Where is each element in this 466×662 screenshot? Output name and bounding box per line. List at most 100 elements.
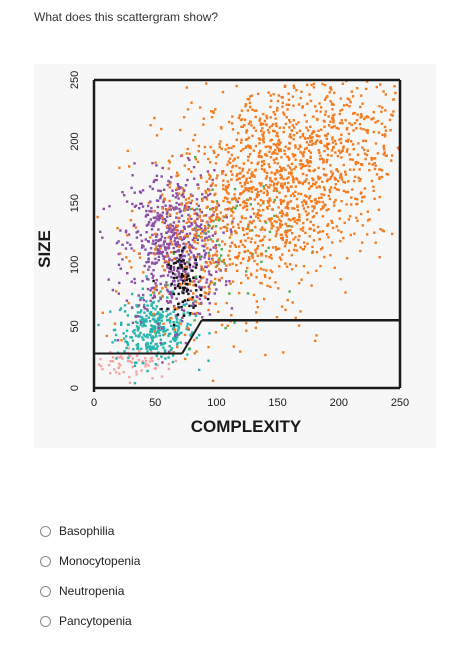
radio-button[interactable] [40, 615, 51, 627]
scatter-point [159, 238, 162, 242]
scatter-point [173, 328, 177, 331]
scatter-point [211, 225, 215, 228]
scatter-point [293, 194, 296, 198]
scatter-point [236, 255, 239, 259]
scatter-point [219, 269, 222, 272]
scatter-point [151, 325, 154, 328]
scatter-point [176, 307, 179, 310]
scatter-point [169, 320, 172, 323]
scatter-point [338, 209, 342, 212]
scatter-point [330, 149, 334, 152]
scatter-point [184, 274, 187, 277]
scatter-point [174, 334, 177, 337]
scatter-point [180, 331, 183, 334]
scatter-point [185, 302, 188, 306]
option-monocytopenia[interactable]: Monocytopenia [40, 546, 140, 576]
scatter-point [230, 233, 233, 236]
scatter-point [185, 86, 188, 89]
scatter-point [302, 222, 305, 225]
scatter-point [250, 187, 253, 191]
scatter-point [127, 301, 130, 305]
scatter-point [161, 216, 164, 219]
scatter-point [214, 184, 217, 187]
scatter-point [169, 214, 172, 217]
scatter-point [254, 188, 257, 191]
scatter-point [276, 152, 279, 155]
scatter-point [199, 174, 202, 177]
scatter-point [156, 214, 159, 218]
scatter-point [139, 323, 142, 326]
scatter-point [191, 296, 194, 299]
scatter-point [178, 232, 181, 235]
scatter-point [245, 321, 248, 325]
scatter-point [125, 335, 128, 338]
scatter-point [284, 233, 288, 236]
radio-button[interactable] [40, 525, 51, 537]
scatter-point [241, 169, 244, 172]
scatter-point [119, 229, 122, 232]
scatter-point [237, 132, 240, 135]
scatter-point [184, 270, 187, 273]
scatter-point [142, 317, 145, 321]
option-label: Monocytopenia [59, 554, 141, 568]
scatter-point [313, 205, 316, 208]
scatter-point [182, 288, 185, 292]
scatter-point [307, 149, 311, 152]
scatter-point [246, 97, 249, 101]
scatter-point [175, 321, 178, 324]
scatter-point [180, 203, 183, 206]
scatter-point [175, 212, 178, 215]
scatter-point [114, 339, 117, 342]
scatter-point [389, 129, 392, 132]
scatter-point [168, 291, 172, 294]
scatter-point [175, 245, 178, 248]
scatter-point [214, 302, 217, 305]
scatter-point [162, 257, 165, 260]
scatter-point [241, 243, 245, 247]
scatter-point [275, 124, 278, 128]
radio-button[interactable] [40, 585, 51, 597]
radio-button[interactable] [40, 555, 51, 567]
scatter-point [338, 138, 341, 141]
scatter-point [268, 255, 271, 259]
scatter-point [274, 117, 277, 120]
scatter-point [279, 176, 282, 180]
scatter-point [167, 159, 171, 162]
scatter-point [182, 291, 185, 295]
scatter-point [288, 135, 291, 138]
scatter-point [256, 263, 259, 266]
scatter-point [159, 197, 162, 200]
y-tick-label: 100 [69, 256, 81, 274]
scatter-point [160, 325, 163, 329]
scatter-point [146, 309, 150, 313]
scatter-point [248, 101, 252, 105]
scatter-point [197, 225, 200, 228]
scatter-point [228, 249, 231, 253]
option-pancytopenia[interactable]: Pancytopenia [40, 606, 140, 636]
scatter-point [162, 243, 165, 246]
option-basophilia[interactable]: Basophilia [40, 516, 140, 546]
scatter-point [359, 105, 362, 109]
scatter-point [212, 110, 215, 113]
scatter-point [262, 201, 265, 204]
scatter-point [215, 200, 219, 203]
scatter-point [299, 150, 302, 154]
scatter-point [152, 279, 155, 283]
scatter-point [226, 180, 229, 183]
scatter-point [172, 321, 175, 324]
scatter-point [321, 206, 324, 210]
scatter-point [329, 120, 332, 123]
scatter-point [147, 260, 150, 264]
option-neutropenia[interactable]: Neutropenia [40, 576, 140, 606]
scatter-point [151, 338, 154, 341]
scatter-point [144, 360, 148, 363]
scatter-point [352, 112, 355, 115]
scatter-point [194, 275, 198, 278]
scatter-point [370, 179, 374, 183]
scatter-point [320, 157, 324, 160]
scatter-point [195, 262, 198, 265]
scatter-point [177, 302, 180, 306]
scatter-point [283, 183, 286, 186]
scatter-point [231, 115, 234, 118]
scatter-point [287, 158, 291, 161]
